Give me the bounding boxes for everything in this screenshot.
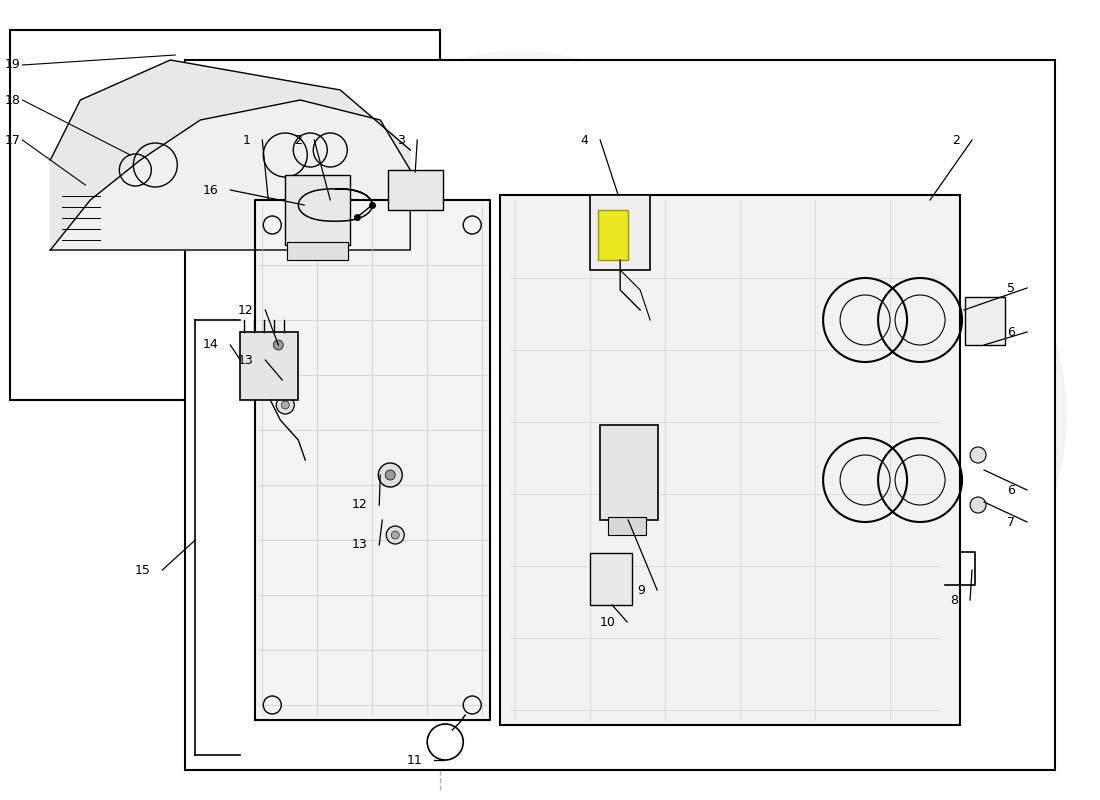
- Text: 16: 16: [202, 183, 218, 197]
- Circle shape: [385, 470, 395, 480]
- Bar: [10, 30, 440, 400]
- Circle shape: [273, 340, 284, 350]
- Bar: [591, 195, 650, 270]
- Polygon shape: [51, 100, 410, 250]
- Ellipse shape: [433, 95, 1067, 665]
- Text: 1: 1: [242, 134, 251, 146]
- Text: 14: 14: [202, 338, 218, 351]
- Bar: [598, 210, 628, 260]
- Text: 17: 17: [4, 134, 21, 146]
- Text: 3: 3: [397, 134, 405, 146]
- Text: 18: 18: [4, 94, 21, 106]
- Text: 13: 13: [352, 538, 367, 551]
- Text: 10: 10: [600, 615, 615, 629]
- Bar: [240, 332, 298, 400]
- Text: 6: 6: [1008, 326, 1015, 338]
- Circle shape: [970, 447, 986, 463]
- Text: 12: 12: [238, 303, 253, 317]
- Text: 6: 6: [1008, 483, 1015, 497]
- Bar: [608, 517, 646, 535]
- Circle shape: [392, 531, 399, 539]
- Polygon shape: [51, 60, 410, 250]
- Bar: [591, 553, 632, 605]
- Text: 15: 15: [134, 563, 151, 577]
- Text: 12: 12: [352, 498, 367, 511]
- Text: ores: ores: [650, 154, 990, 406]
- Text: 5: 5: [1006, 282, 1015, 294]
- Bar: [601, 425, 658, 520]
- Bar: [185, 60, 1055, 770]
- Circle shape: [386, 526, 404, 544]
- Ellipse shape: [333, 50, 767, 450]
- Text: a passion for parts: a passion for parts: [639, 440, 861, 560]
- Text: 9: 9: [637, 583, 646, 597]
- Polygon shape: [255, 200, 491, 720]
- Text: 19: 19: [4, 58, 21, 71]
- Bar: [965, 297, 1005, 345]
- Circle shape: [266, 333, 290, 357]
- Text: 2: 2: [953, 134, 960, 146]
- Circle shape: [282, 401, 289, 409]
- Text: 13: 13: [238, 354, 253, 366]
- Text: since 1985: since 1985: [838, 532, 1002, 628]
- Bar: [287, 242, 349, 260]
- Circle shape: [378, 463, 403, 487]
- Text: 11: 11: [407, 754, 422, 766]
- Bar: [388, 170, 443, 210]
- Circle shape: [276, 396, 295, 414]
- Text: 4: 4: [581, 134, 589, 146]
- Circle shape: [970, 497, 986, 513]
- Text: 2: 2: [295, 134, 302, 146]
- Text: 7: 7: [1006, 515, 1015, 529]
- Bar: [285, 175, 350, 245]
- Bar: [500, 195, 960, 725]
- Text: 8: 8: [950, 594, 958, 606]
